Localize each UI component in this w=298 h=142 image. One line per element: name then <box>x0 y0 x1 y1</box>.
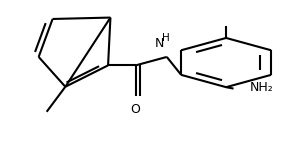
Text: O: O <box>131 103 141 116</box>
Text: H: H <box>162 33 170 43</box>
Text: NH₂: NH₂ <box>250 81 274 94</box>
Text: N: N <box>155 37 164 50</box>
